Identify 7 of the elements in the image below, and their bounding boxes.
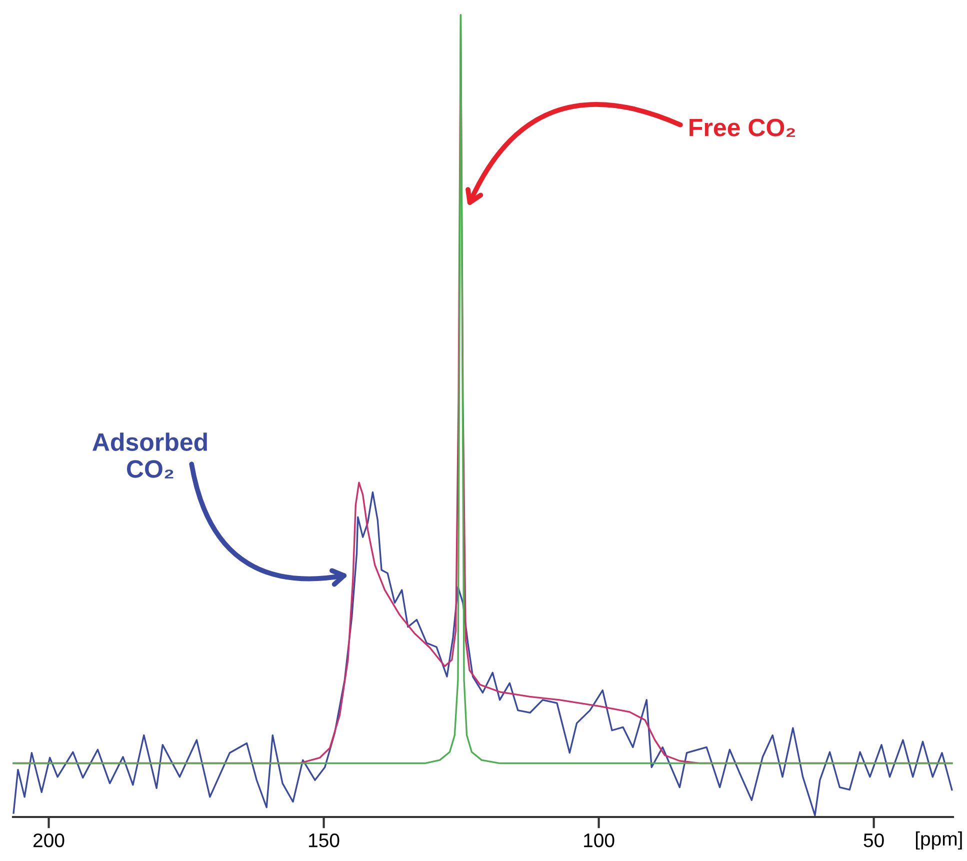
annotation: Adsorbed CO₂ xyxy=(92,432,207,478)
x-tick-label: 50 xyxy=(864,833,884,848)
x-tick-label: 200 xyxy=(34,833,64,848)
x-tick-label: 150 xyxy=(309,833,340,848)
x-axis-title: [ppm] xyxy=(916,831,962,850)
annotation: Free CO₂ xyxy=(690,118,795,137)
x-tick-label: 100 xyxy=(584,833,614,848)
